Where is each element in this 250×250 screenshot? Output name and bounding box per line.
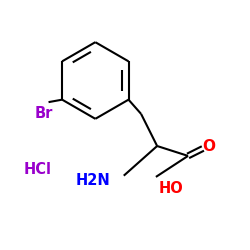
Text: HO: HO [158, 180, 183, 196]
Text: O: O [202, 138, 215, 154]
Text: Br: Br [35, 106, 53, 122]
Text: HCl: HCl [24, 162, 52, 177]
Text: H2N: H2N [76, 173, 110, 188]
